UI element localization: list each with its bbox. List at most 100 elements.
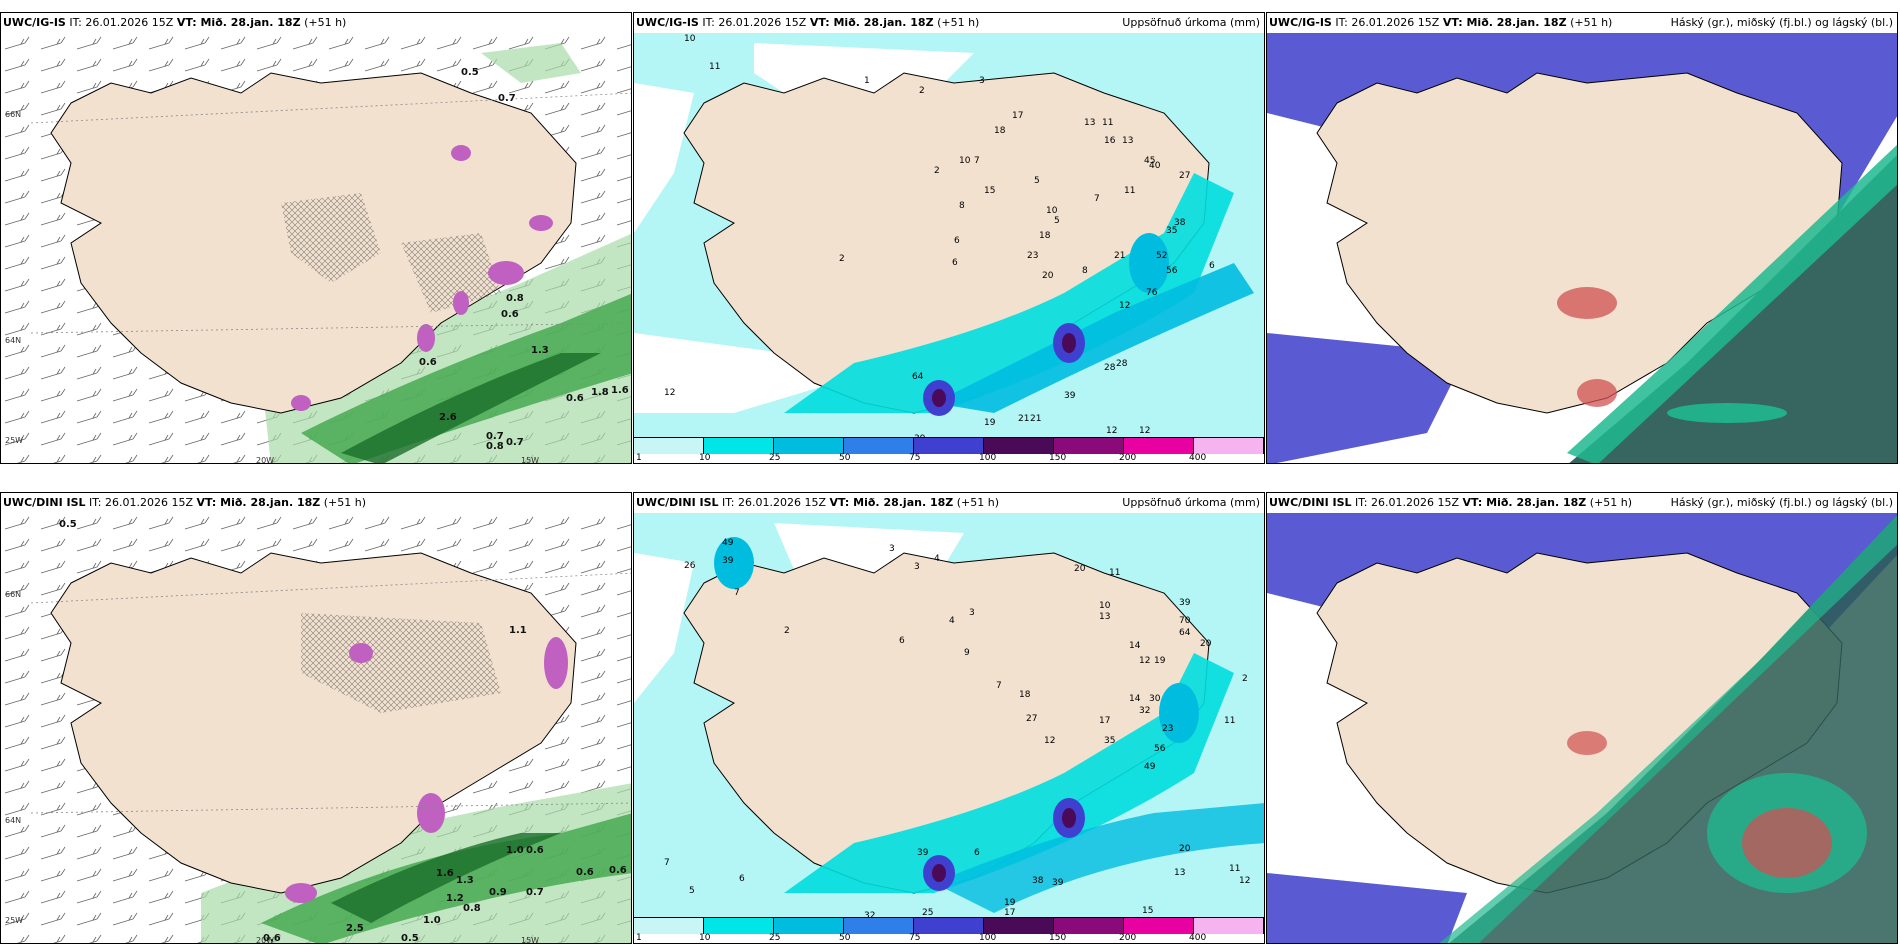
- cloud-map: [1267, 513, 1897, 943]
- colorbar: 1 10 25 50 75 100 150 200 400: [634, 437, 1264, 463]
- svg-text:76: 76: [1146, 288, 1158, 298]
- svg-text:21: 21: [1114, 251, 1125, 261]
- svg-text:15: 15: [1142, 906, 1153, 916]
- svg-text:15W: 15W: [521, 936, 539, 944]
- colorbar-swatch: [914, 437, 984, 454]
- svg-text:39: 39: [1052, 878, 1064, 888]
- svg-text:11: 11: [1124, 186, 1135, 196]
- wind-map: 66N 64N 25W 20W 15W 0.5 1.1 1.0 0.6 1.6 …: [1, 513, 631, 944]
- svg-text:27: 27: [1026, 714, 1037, 724]
- svg-text:7: 7: [734, 588, 740, 598]
- svg-text:0.5: 0.5: [461, 67, 479, 78]
- svg-text:13: 13: [1099, 612, 1110, 622]
- svg-text:0.6: 0.6: [501, 309, 519, 320]
- colorbar-label: 100: [979, 933, 997, 943]
- svg-text:13: 13: [1084, 118, 1095, 128]
- svg-text:2.5: 2.5: [346, 923, 364, 934]
- svg-text:9: 9: [964, 648, 970, 658]
- svg-text:3: 3: [969, 608, 975, 618]
- svg-text:56: 56: [1154, 744, 1166, 754]
- svg-text:6: 6: [899, 636, 905, 646]
- svg-text:25: 25: [922, 908, 933, 918]
- svg-text:13: 13: [1174, 868, 1185, 878]
- svg-text:35: 35: [1104, 736, 1115, 746]
- svg-text:35: 35: [1166, 226, 1177, 236]
- svg-text:30: 30: [1149, 694, 1161, 704]
- svg-text:20: 20: [1042, 271, 1054, 281]
- svg-text:19: 19: [1004, 898, 1016, 908]
- svg-text:32: 32: [1139, 706, 1150, 716]
- colorbar-swatch: [634, 437, 704, 454]
- panel-header: UWC/IG-IS IT: 26.01.2026 15Z VT: Mið. 28…: [1267, 13, 1897, 33]
- svg-text:6: 6: [739, 874, 745, 884]
- colorbar-swatch: [1194, 437, 1264, 454]
- svg-text:11: 11: [1229, 864, 1240, 874]
- svg-text:10: 10: [1099, 601, 1111, 611]
- precip-map: 10 11 2 15 2 6 5 1 8 18 17 13 11 16 13 2…: [634, 33, 1264, 441]
- svg-text:0.7: 0.7: [506, 437, 524, 448]
- colorbar-swatch: [844, 437, 914, 454]
- cloud-map: [1267, 33, 1897, 463]
- svg-text:19: 19: [1154, 656, 1166, 666]
- colorbar-swatch: [984, 917, 1054, 934]
- svg-text:20: 20: [1200, 639, 1212, 649]
- svg-text:64: 64: [912, 372, 924, 382]
- svg-text:7: 7: [664, 858, 670, 868]
- svg-text:1.1: 1.1: [509, 625, 527, 636]
- svg-text:0.6: 0.6: [419, 357, 437, 368]
- svg-text:12: 12: [1106, 426, 1117, 436]
- svg-text:12: 12: [1044, 736, 1055, 746]
- svg-text:66N: 66N: [5, 110, 21, 119]
- svg-text:0.8: 0.8: [486, 441, 504, 452]
- svg-text:28: 28: [1116, 359, 1128, 369]
- svg-text:32: 32: [864, 911, 875, 921]
- svg-text:0.8: 0.8: [506, 293, 524, 304]
- svg-text:38: 38: [1032, 876, 1044, 886]
- panel-header: UWC/IG-IS IT: 26.01.2026 15Z VT: Mið. 28…: [1, 13, 631, 33]
- panel-header: UWC/DINI ISL IT: 26.01.2026 15Z VT: Mið.…: [634, 493, 1264, 513]
- svg-text:2: 2: [784, 626, 790, 636]
- svg-text:20: 20: [1179, 844, 1191, 854]
- svg-text:3: 3: [979, 76, 985, 86]
- svg-text:0.6: 0.6: [609, 865, 627, 876]
- svg-text:20W: 20W: [256, 936, 274, 944]
- map-panel-igis-precip: UWC/IG-IS IT: 26.01.2026 15Z VT: Mið. 28…: [633, 12, 1265, 464]
- svg-text:1.0: 1.0: [506, 845, 524, 856]
- colorbar-swatch: [984, 437, 1054, 454]
- svg-text:1: 1: [864, 76, 870, 86]
- svg-text:18: 18: [1039, 231, 1051, 241]
- colorbar-label: 200: [1119, 453, 1137, 463]
- svg-text:1.2: 1.2: [446, 893, 464, 904]
- svg-text:21: 21: [1030, 414, 1041, 424]
- svg-text:39: 39: [917, 848, 929, 858]
- svg-text:20W: 20W: [256, 456, 274, 464]
- svg-text:12: 12: [1139, 426, 1150, 436]
- panel-header: UWC/DINI ISL IT: 26.01.2026 15Z VT: Mið.…: [1267, 493, 1897, 513]
- svg-text:39: 39: [1179, 598, 1191, 608]
- svg-text:12: 12: [1119, 301, 1130, 311]
- svg-text:7: 7: [1094, 194, 1100, 204]
- colorbar-swatch: [634, 917, 704, 934]
- svg-text:66N: 66N: [5, 590, 21, 599]
- svg-text:6: 6: [954, 236, 960, 246]
- svg-text:13: 13: [1122, 136, 1133, 146]
- svg-text:49: 49: [1144, 762, 1156, 772]
- svg-text:6: 6: [974, 848, 980, 858]
- svg-text:11: 11: [709, 62, 720, 72]
- colorbar-swatch: [704, 917, 774, 934]
- svg-text:3: 3: [914, 562, 920, 572]
- colorbar-label: 75: [909, 933, 921, 943]
- svg-text:1.6: 1.6: [436, 868, 454, 879]
- colorbar-label: 25: [769, 933, 781, 943]
- svg-text:56: 56: [1166, 266, 1178, 276]
- svg-text:8: 8: [1082, 266, 1088, 276]
- colorbar-label: 100: [979, 453, 997, 463]
- svg-text:0.5: 0.5: [401, 933, 419, 944]
- svg-text:0.9: 0.9: [489, 887, 507, 898]
- svg-text:4: 4: [949, 616, 955, 626]
- svg-text:10: 10: [1046, 206, 1058, 216]
- svg-text:1.0: 1.0: [423, 915, 441, 926]
- svg-text:40: 40: [1149, 161, 1161, 171]
- panel-header: UWC/DINI ISL IT: 26.01.2026 15Z VT: Mið.…: [1, 493, 631, 513]
- svg-text:6: 6: [952, 258, 958, 268]
